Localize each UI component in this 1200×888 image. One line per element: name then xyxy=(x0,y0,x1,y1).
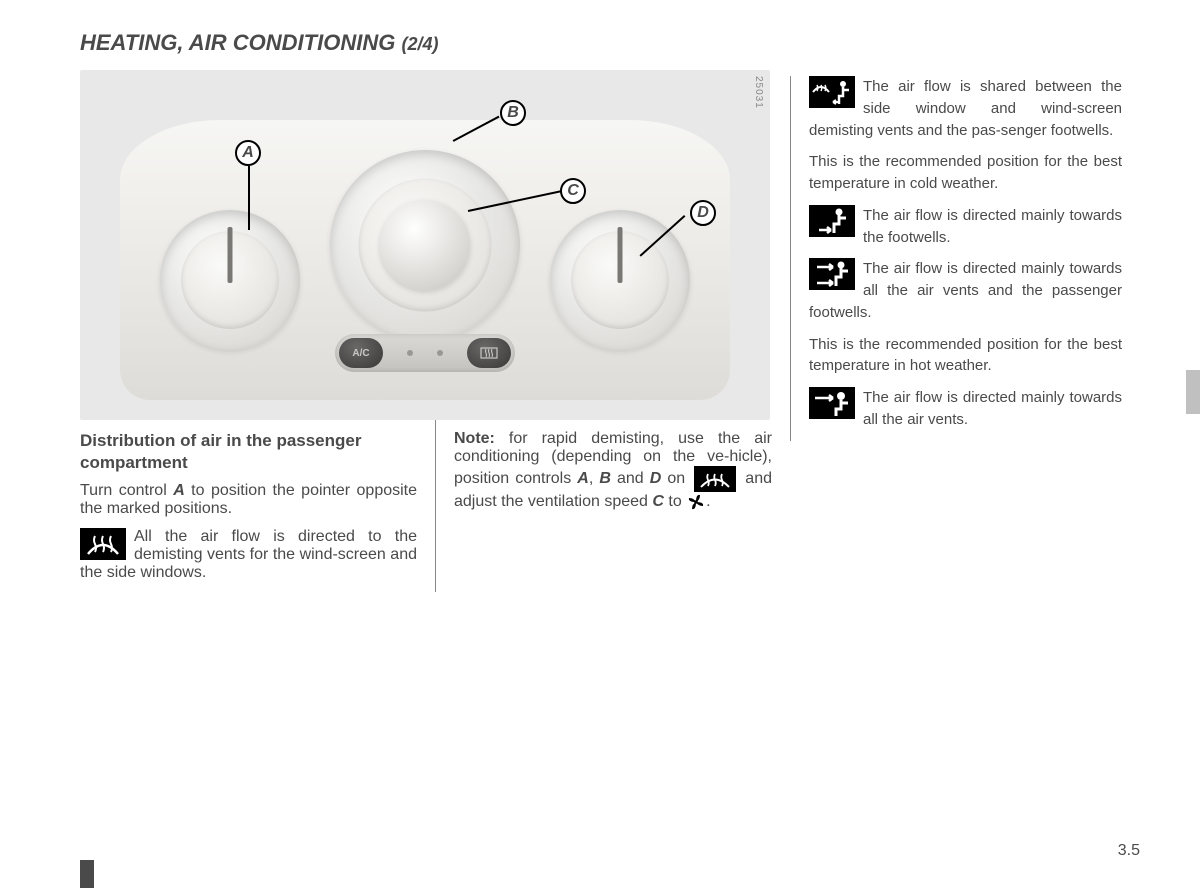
rear-defrost-button xyxy=(467,338,511,368)
face-feet-icon xyxy=(809,258,855,290)
column-1-text: Distribution of air in the passenger com… xyxy=(80,430,435,592)
column-3: The air flow is shared between the side … xyxy=(790,76,1140,441)
dial-BC xyxy=(330,150,520,340)
defrost-icon xyxy=(80,528,126,560)
dial-A xyxy=(160,210,300,350)
c3-p6-text: The air flow is directed mainly towards … xyxy=(863,389,1122,428)
page-title: HEATING, AIR CONDITIONING (2/4) xyxy=(80,30,1140,56)
feet-icon xyxy=(809,205,855,237)
c1-p1: Turn control A to position the pointer o… xyxy=(80,482,417,518)
c1-p2: All the air flow is directed to the demi… xyxy=(80,528,417,582)
hvac-panel: A/C xyxy=(120,120,730,400)
defrost-icon-inline xyxy=(694,466,736,492)
c3-p4: The air flow is directed mainly towards … xyxy=(809,258,1122,323)
defrost-feet-icon xyxy=(809,76,855,108)
control-panel-figure: 25031 A/C A B C D xyxy=(80,70,770,420)
c3-p6: The air flow is directed mainly towards … xyxy=(809,387,1122,431)
callout-D: D xyxy=(690,200,716,226)
title-part: (2/4) xyxy=(401,34,438,54)
column-2-text: Note: for rapid demisting, use the air c… xyxy=(435,430,790,592)
c3-p2: This is the recommended position for the… xyxy=(809,151,1122,195)
c3-p5: This is the recommended position for the… xyxy=(809,334,1122,378)
photo-id: 25031 xyxy=(753,76,764,109)
c1-p2-text: All the air flow is directed to the demi… xyxy=(80,528,417,581)
callout-C: C xyxy=(560,178,586,204)
thumb-tab xyxy=(1186,370,1200,414)
fan-icon xyxy=(686,492,706,512)
c3-p1: The air flow is shared between the side … xyxy=(809,76,1122,141)
title-main: HEATING, AIR CONDITIONING xyxy=(80,30,395,55)
face-icon xyxy=(809,387,855,419)
c1-subhead: Distribution of air in the passenger com… xyxy=(80,430,417,474)
c3-p4-text: The air flow is directed mainly towards … xyxy=(809,260,1122,321)
ac-button-bar: A/C xyxy=(335,334,515,372)
c3-p3-text: The air flow is directed mainly towards … xyxy=(863,207,1122,246)
page-number: 3.5 xyxy=(1118,842,1140,860)
c2-note: Note: for rapid demisting, use the air c… xyxy=(454,430,772,512)
callout-B: B xyxy=(500,100,526,126)
c3-p3: The air flow is directed mainly towards … xyxy=(809,205,1122,249)
section-marker xyxy=(80,860,94,888)
c3-p1-text: The air flow is shared between the side … xyxy=(809,78,1122,139)
callout-A: A xyxy=(235,140,261,166)
ac-button: A/C xyxy=(339,338,383,368)
dial-D xyxy=(550,210,690,350)
